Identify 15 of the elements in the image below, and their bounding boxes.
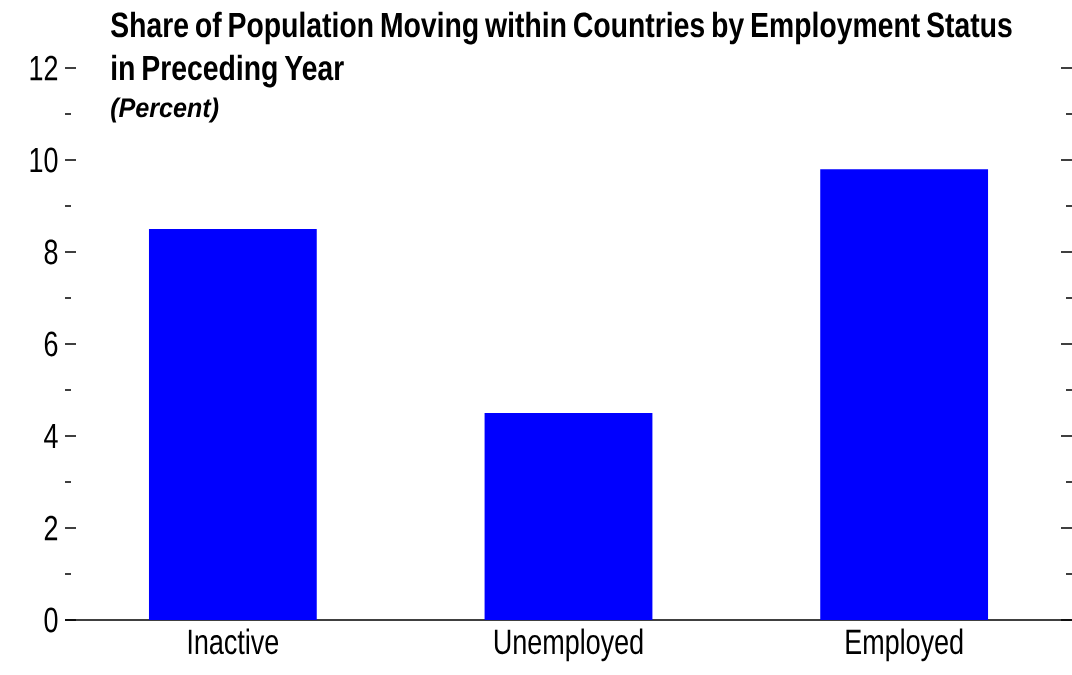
- x-tick-label: Employed: [846, 628, 963, 662]
- x-tick-label: Unemployed: [494, 628, 643, 662]
- bar: [484, 412, 653, 620]
- bar: [820, 169, 989, 620]
- chart-title: Share of Population Moving within Countries by Employment Status in Preceding Year: [111, 11, 1012, 88]
- y-tick-label: 12: [30, 55, 58, 81]
- bar: [148, 228, 317, 620]
- y-tick-label: 0: [44, 607, 58, 633]
- y-tick-label: 6: [44, 331, 58, 357]
- y-tick-label: 8: [44, 239, 58, 265]
- y-tick-label: 4: [44, 423, 58, 449]
- x-tick-label: Inactive: [188, 628, 279, 655]
- text: (Percent): [111, 97, 219, 123]
- y-tick-label: 10: [30, 147, 58, 173]
- y-tick-label: 2: [44, 515, 58, 541]
